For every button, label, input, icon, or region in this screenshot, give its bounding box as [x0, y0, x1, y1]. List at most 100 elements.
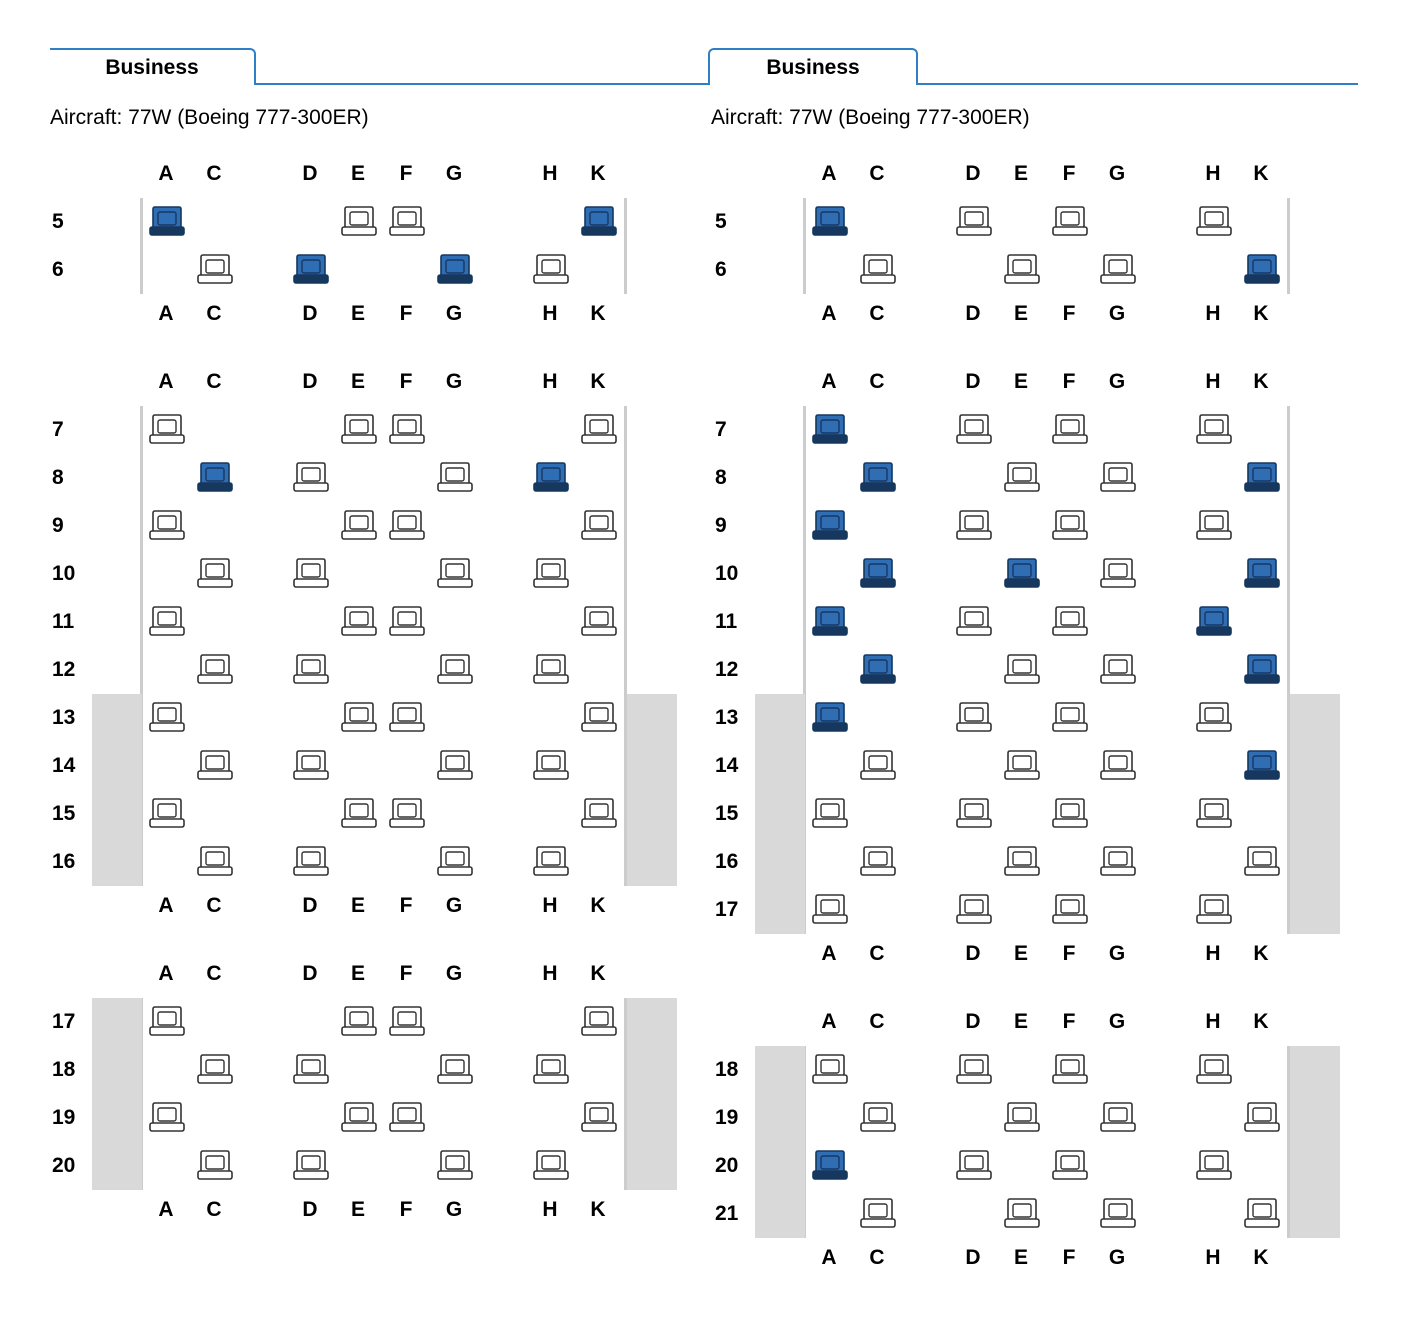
seat-12c-occupied[interactable]	[860, 653, 896, 685]
seat-9f-available[interactable]	[389, 509, 425, 541]
cabin-tab-business[interactable]: Business	[50, 48, 256, 85]
seat-14c-available[interactable]	[197, 749, 233, 781]
seat-14c-available[interactable]	[860, 749, 896, 781]
seat-17a-available[interactable]	[149, 1005, 185, 1037]
seat-15a-available[interactable]	[149, 797, 185, 829]
seat-12g-available[interactable]	[1100, 653, 1136, 685]
seat-17a-available[interactable]	[812, 893, 848, 925]
seat-10k-occupied[interactable]	[1244, 557, 1280, 589]
seat-11d-available[interactable]	[956, 605, 992, 637]
seat-11f-available[interactable]	[1052, 605, 1088, 637]
seat-19c-available[interactable]	[860, 1101, 896, 1133]
seat-20f-available[interactable]	[1052, 1149, 1088, 1181]
seat-20g-available[interactable]	[437, 1149, 473, 1181]
seat-7f-available[interactable]	[389, 413, 425, 445]
seat-17e-available[interactable]	[341, 1005, 377, 1037]
seat-12k-occupied[interactable]	[1244, 653, 1280, 685]
seat-5e-available[interactable]	[341, 205, 377, 237]
seat-16k-available[interactable]	[1244, 845, 1280, 877]
seat-14k-occupied[interactable]	[1244, 749, 1280, 781]
seat-20d-available[interactable]	[293, 1149, 329, 1181]
seat-6c-available[interactable]	[860, 253, 896, 285]
seat-14h-available[interactable]	[533, 749, 569, 781]
seat-14d-available[interactable]	[293, 749, 329, 781]
seat-10h-available[interactable]	[533, 557, 569, 589]
seat-6c-available[interactable]	[197, 253, 233, 285]
seat-19a-available[interactable]	[149, 1101, 185, 1133]
seat-20c-available[interactable]	[197, 1149, 233, 1181]
seat-9f-available[interactable]	[1052, 509, 1088, 541]
seat-13k-available[interactable]	[581, 701, 617, 733]
seat-13a-available[interactable]	[149, 701, 185, 733]
seat-7f-available[interactable]	[1052, 413, 1088, 445]
seat-5k-occupied[interactable]	[581, 205, 617, 237]
seat-8h-occupied[interactable]	[533, 461, 569, 493]
seat-17h-available[interactable]	[1196, 893, 1232, 925]
seat-15h-available[interactable]	[1196, 797, 1232, 829]
seat-13f-available[interactable]	[1052, 701, 1088, 733]
seat-21e-available[interactable]	[1004, 1197, 1040, 1229]
seat-11a-available[interactable]	[149, 605, 185, 637]
seat-19g-available[interactable]	[1100, 1101, 1136, 1133]
seat-19e-available[interactable]	[1004, 1101, 1040, 1133]
seat-14g-available[interactable]	[1100, 749, 1136, 781]
seat-7a-occupied[interactable]	[812, 413, 848, 445]
seat-8c-occupied[interactable]	[197, 461, 233, 493]
seat-11f-available[interactable]	[389, 605, 425, 637]
seat-19f-available[interactable]	[389, 1101, 425, 1133]
seat-8c-occupied[interactable]	[860, 461, 896, 493]
seat-11e-available[interactable]	[341, 605, 377, 637]
seat-10g-available[interactable]	[1100, 557, 1136, 589]
seat-17f-available[interactable]	[389, 1005, 425, 1037]
seat-7a-available[interactable]	[149, 413, 185, 445]
seat-17k-available[interactable]	[581, 1005, 617, 1037]
seat-16h-available[interactable]	[533, 845, 569, 877]
seat-14e-available[interactable]	[1004, 749, 1040, 781]
seat-9k-available[interactable]	[581, 509, 617, 541]
seat-21k-available[interactable]	[1244, 1197, 1280, 1229]
seat-13h-available[interactable]	[1196, 701, 1232, 733]
seat-18h-available[interactable]	[533, 1053, 569, 1085]
seat-6g-occupied[interactable]	[437, 253, 473, 285]
seat-15f-available[interactable]	[389, 797, 425, 829]
seat-5d-available[interactable]	[956, 205, 992, 237]
seat-15d-available[interactable]	[956, 797, 992, 829]
seat-12g-available[interactable]	[437, 653, 473, 685]
seat-7e-available[interactable]	[341, 413, 377, 445]
seat-21c-available[interactable]	[860, 1197, 896, 1229]
seat-6e-available[interactable]	[1004, 253, 1040, 285]
seat-15e-available[interactable]	[341, 797, 377, 829]
seat-20d-available[interactable]	[956, 1149, 992, 1181]
seat-20h-available[interactable]	[533, 1149, 569, 1181]
seat-18d-available[interactable]	[293, 1053, 329, 1085]
seat-16g-available[interactable]	[437, 845, 473, 877]
seat-5f-available[interactable]	[389, 205, 425, 237]
seat-19e-available[interactable]	[341, 1101, 377, 1133]
seat-12h-available[interactable]	[533, 653, 569, 685]
seat-18d-available[interactable]	[956, 1053, 992, 1085]
seat-10e-occupied[interactable]	[1004, 557, 1040, 589]
seat-18c-available[interactable]	[197, 1053, 233, 1085]
seat-18a-available[interactable]	[812, 1053, 848, 1085]
seat-11a-occupied[interactable]	[812, 605, 848, 637]
seat-10g-available[interactable]	[437, 557, 473, 589]
seat-9a-available[interactable]	[149, 509, 185, 541]
seat-10c-occupied[interactable]	[860, 557, 896, 589]
seat-6h-available[interactable]	[533, 253, 569, 285]
seat-13e-available[interactable]	[341, 701, 377, 733]
seat-17f-available[interactable]	[1052, 893, 1088, 925]
seat-5f-available[interactable]	[1052, 205, 1088, 237]
seat-12d-available[interactable]	[293, 653, 329, 685]
seat-13a-occupied[interactable]	[812, 701, 848, 733]
seat-11k-available[interactable]	[581, 605, 617, 637]
seat-19k-available[interactable]	[581, 1101, 617, 1133]
seat-6k-occupied[interactable]	[1244, 253, 1280, 285]
seat-16c-available[interactable]	[860, 845, 896, 877]
seat-13d-available[interactable]	[956, 701, 992, 733]
seat-18h-available[interactable]	[1196, 1053, 1232, 1085]
seat-8g-available[interactable]	[437, 461, 473, 493]
seat-20a-occupied[interactable]	[812, 1149, 848, 1181]
seat-12c-available[interactable]	[197, 653, 233, 685]
seat-18g-available[interactable]	[437, 1053, 473, 1085]
seat-16e-available[interactable]	[1004, 845, 1040, 877]
